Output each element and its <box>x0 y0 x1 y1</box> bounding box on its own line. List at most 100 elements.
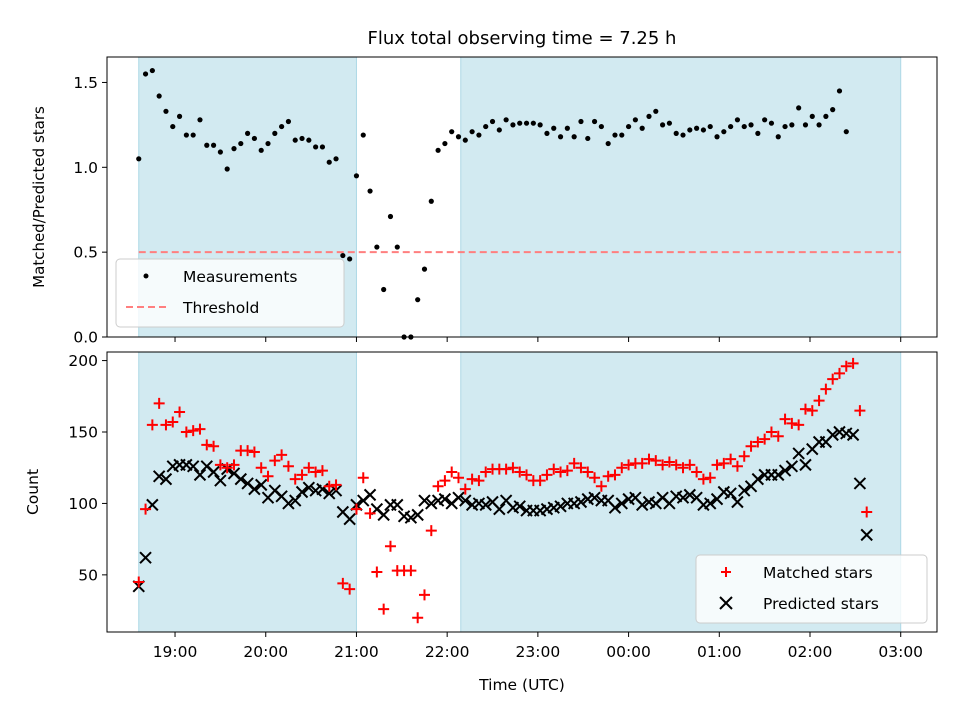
measurement-point <box>598 123 604 130</box>
measurement-point <box>238 140 244 147</box>
measurement-point <box>170 123 176 130</box>
predicted-star-point <box>234 472 248 486</box>
measurement-point <box>619 132 625 138</box>
xtick-label: 23:00 <box>516 643 561 661</box>
measurement-point <box>265 140 271 147</box>
matched-star-point <box>453 472 465 484</box>
matched-star-point <box>269 455 281 467</box>
bottom-y-ticks: 50 100 150 200 <box>68 352 107 584</box>
bottom-y-axis-label: Count <box>24 469 42 515</box>
xtick-label: 02:00 <box>788 643 833 661</box>
measurement-point <box>319 144 326 150</box>
matched-star-point <box>133 576 145 588</box>
matched-star-point <box>813 395 825 407</box>
matched-star-point <box>357 472 369 484</box>
measurement-point <box>326 159 332 165</box>
matched-star-point <box>432 480 444 492</box>
predicted-star-point <box>438 492 452 506</box>
measurement-point <box>734 117 741 123</box>
measurement-point <box>190 132 196 138</box>
matched-star-point <box>214 459 226 471</box>
matched-star-point <box>745 440 757 452</box>
measurement-point <box>163 108 169 114</box>
matched-star-point <box>833 367 845 379</box>
measurement-point <box>258 147 264 153</box>
matched-star-point <box>670 459 682 471</box>
measurement-point <box>210 142 217 148</box>
matched-star-point <box>276 449 288 461</box>
predicted-star-point <box>778 464 792 477</box>
predicted-star-point <box>751 472 765 486</box>
legend-measurement-marker <box>143 273 149 279</box>
measurement-point <box>496 127 502 133</box>
predicted-star-point <box>738 484 751 497</box>
matched-star-point <box>378 603 390 615</box>
matched-star-point <box>847 357 859 369</box>
predicted-star-point <box>343 512 356 526</box>
chart-title: Flux total observing time = 7.25 h <box>368 28 677 49</box>
measurement-point <box>204 142 210 148</box>
measurement-point <box>435 147 441 153</box>
matched-star-point <box>323 480 335 492</box>
matched-star-point <box>330 479 342 491</box>
legend-predicted-marker <box>719 596 733 610</box>
measurement-point <box>483 123 489 130</box>
xtick-label: 20:00 <box>243 643 288 661</box>
measurement-point <box>660 122 666 128</box>
matched-star-point <box>609 469 621 481</box>
predicted-star-point <box>404 511 418 524</box>
measurement-point <box>707 123 713 130</box>
matched-star-point <box>684 459 696 471</box>
predicted-star-point <box>574 495 588 509</box>
matched-star-point <box>650 455 662 467</box>
bottom-ytick-label: 50 <box>78 566 98 584</box>
matched-star-point <box>221 462 233 474</box>
matched-star-point <box>568 457 580 469</box>
measurement-point <box>823 113 829 119</box>
matched-star-point <box>480 466 492 478</box>
predicted-star-point <box>615 497 628 510</box>
matched-star-point <box>201 439 213 451</box>
matched-star-point <box>697 473 709 485</box>
matched-star-point <box>446 466 458 478</box>
matched-star-point <box>854 405 866 417</box>
matched-star-point <box>840 360 852 372</box>
measurement-point <box>224 166 230 172</box>
measurement-point <box>680 132 686 138</box>
measurement-point <box>510 122 516 128</box>
predicted-star-point <box>479 498 492 512</box>
matched-star-point <box>772 430 784 442</box>
matched-stars-series <box>133 357 873 624</box>
measurement-point <box>279 123 285 130</box>
matched-star-point <box>439 475 451 487</box>
measurement-point <box>449 129 455 135</box>
matched-star-point <box>657 459 669 471</box>
measurement-point <box>421 266 428 272</box>
measurement-point <box>415 297 421 303</box>
measurement-point <box>789 122 795 128</box>
measurement-point <box>523 120 530 126</box>
measurement-point <box>544 130 550 136</box>
legend-measurements-label: Measurements <box>183 268 298 286</box>
matched-star-point <box>691 466 703 478</box>
predicted-star-point <box>282 497 295 510</box>
matched-star-point <box>262 470 274 482</box>
measurement-point <box>802 122 809 128</box>
matched-star-point <box>167 416 179 428</box>
measurement-point <box>782 123 788 130</box>
matched-star-point <box>799 403 811 415</box>
measurement-point <box>428 198 434 204</box>
matched-star-point <box>548 463 560 475</box>
matched-star-point <box>194 423 206 435</box>
measurement-point <box>830 107 836 113</box>
predicted-star-point <box>159 472 173 486</box>
matched-star-point <box>208 440 220 452</box>
measurement-point <box>374 244 380 250</box>
matched-star-point <box>153 397 165 409</box>
bottom-panel: 50 100 150 200 19:00 20:00 21:00 22:00 23:00 00:… <box>24 351 938 694</box>
measurement-point <box>489 118 496 125</box>
predicted-star-point <box>772 468 785 482</box>
measurement-point <box>299 135 305 142</box>
predicted-star-point <box>731 495 744 509</box>
measurement-point <box>578 118 584 125</box>
